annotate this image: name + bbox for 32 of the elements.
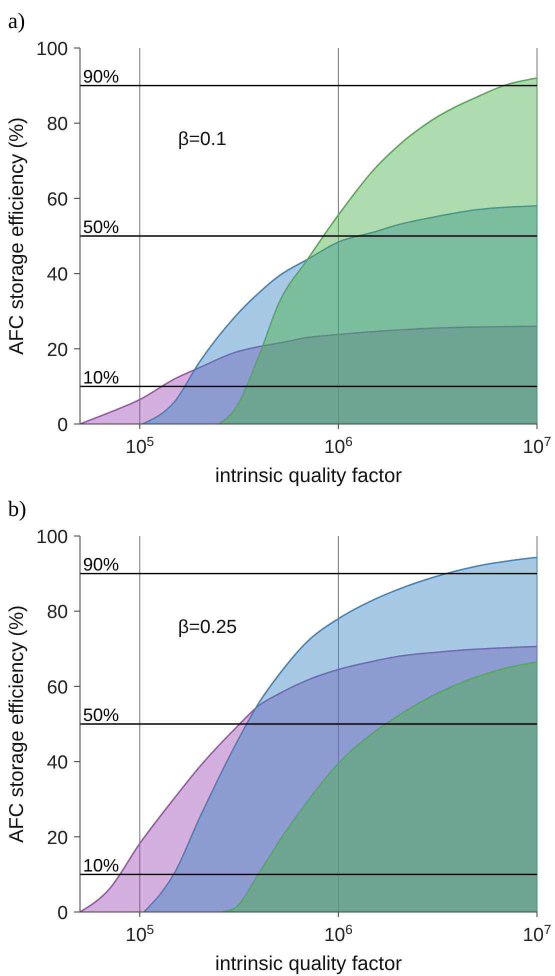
- ref-line-label: 10%: [83, 367, 120, 388]
- ref-line-label: 90%: [83, 66, 120, 87]
- x-tick-label: 10$^{7}$: [522, 434, 552, 458]
- chart-title: a): [8, 8, 26, 34]
- x-tick-label: 10$^{7}$: [522, 922, 552, 946]
- ref-line-label: 90%: [83, 554, 120, 575]
- x-tick-label: 10$^{6}$: [324, 922, 353, 946]
- y-tick-label: 80: [46, 602, 68, 624]
- ref-line-label: 10%: [83, 855, 120, 876]
- y-tick-label: 40: [46, 752, 68, 774]
- chart-title: b): [8, 496, 28, 522]
- x-axis-title: intrinsic quality factor: [215, 953, 402, 975]
- y-tick-label: 40: [46, 264, 68, 286]
- y-tick-label: 0: [57, 903, 68, 924]
- y-tick-label: 20: [46, 828, 68, 849]
- x-tick-label: 10$^{5}$: [126, 434, 154, 458]
- y-tick-label: 100: [36, 39, 68, 60]
- y-axis-title: AFC storage efficiency (%): [6, 605, 28, 843]
- x-tick-label: 10$^{6}$: [324, 434, 353, 458]
- y-tick-label: 60: [46, 189, 68, 210]
- ref-line-label: 50%: [83, 705, 120, 725]
- y-axis-title: AFC storage efficiency (%): [6, 117, 28, 355]
- x-tick-label: 10$^{5}$: [126, 922, 154, 946]
- y-tick-label: 100: [36, 527, 68, 548]
- y-tick-label: 60: [46, 677, 68, 698]
- y-tick-label: 0: [57, 415, 68, 436]
- annotation: β=0.1: [178, 129, 226, 151]
- ref-line-label: 50%: [83, 217, 120, 237]
- y-tick-label: 20: [46, 340, 68, 361]
- x-axis-title: intrinsic quality factor: [215, 465, 402, 487]
- y-tick-label: 80: [46, 114, 68, 136]
- annotation: β=0.25: [178, 617, 238, 639]
